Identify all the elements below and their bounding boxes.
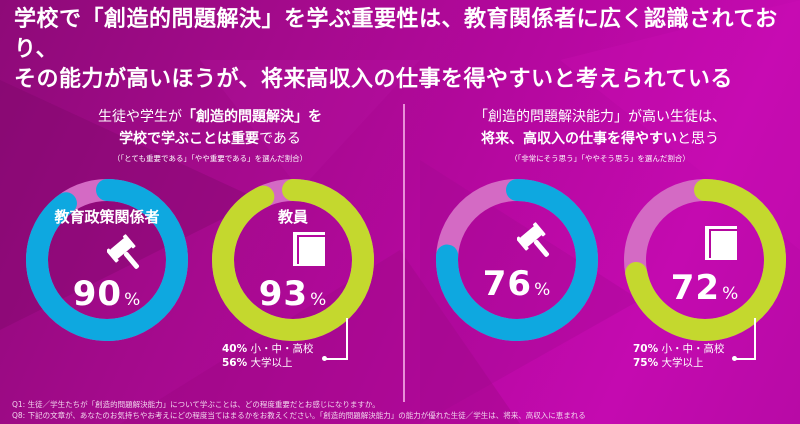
right-heading-part2: 将来、高収入の仕事を得やすい <box>481 131 677 147</box>
donut-value: 93 <box>258 274 309 314</box>
right-panel-note: （「非常にそう思う」「ややそう思う」を選んだ割合） <box>510 154 690 163</box>
left-heading-part3: 学校で学ぶことは重要 <box>119 131 260 147</box>
breakdown-label: 小・中・高校 <box>250 343 314 355</box>
headline-line-2: その能力が高いほうが、将来高収入の仕事を得やすいと考えられている <box>14 67 733 92</box>
breakdown-row: 40% 小・中・高校 <box>222 342 313 356</box>
breakdown-row: 70% 小・中・高校 <box>633 342 724 356</box>
teachers-importance-breakdown: 40% 小・中・高校 56% 大学以上 <box>222 342 313 370</box>
breakdown-label: 小・中・高校 <box>661 343 725 355</box>
callout-dot <box>322 356 327 361</box>
breakdown-label: 大学以上 <box>661 357 704 369</box>
donut-label: 教員 <box>277 208 308 226</box>
right-panel-heading: 「創造的問題解決能力」が高い生徒は、 将来、高収入の仕事を得やすいと思う （「非… <box>430 106 770 166</box>
left-panel-note: （「とても重要である」「やや重要である」を選んだ割合） <box>112 154 308 163</box>
left-heading-part2: 「創造的問題解決」を <box>182 109 322 125</box>
donut-unit: % <box>534 280 552 300</box>
breakdown-value: 75% <box>633 357 659 369</box>
left-heading-part1: 生徒や学生が <box>98 109 182 125</box>
panel-divider <box>403 104 405 402</box>
breakdown-label: 大学以上 <box>250 357 293 369</box>
donut-value: 76 <box>482 264 533 304</box>
donut-unit: % <box>310 290 328 310</box>
breakdown-value: 56% <box>222 357 248 369</box>
donut-ring <box>436 179 598 341</box>
donut-label: 教育政策関係者 <box>54 208 160 226</box>
callout-dot <box>732 356 737 361</box>
breakdown-row: 56% 大学以上 <box>222 356 313 370</box>
right-heading-part1: 「創造的問題解決能力」が高い生徒は、 <box>474 109 726 125</box>
donut-ring <box>26 179 188 341</box>
right-heading-part3: と思う <box>677 131 719 147</box>
left-panel-heading: 生徒や学生が「創造的問題解決」を 学校で学ぶことは重要である （「とても重要であ… <box>40 106 380 166</box>
donut-policy-makers-importance: 教育政策関係者 90% <box>17 170 197 350</box>
donut-value: 90 <box>72 274 123 314</box>
breakdown-value: 70% <box>633 343 659 355</box>
footnote-q1: Q1: 生徒／学生たちが「創造的問題解決能力」について学ぶことは、どの程度重要だ… <box>12 400 380 409</box>
footnote-q8: Q8: 下記の文章が、あなたのお気持ちやお考えにどの程度当てはまるかをお教えくだ… <box>12 411 586 420</box>
callout-line <box>346 318 348 359</box>
donut-percentage: 76% <box>427 264 607 304</box>
left-heading-part4: である <box>259 131 301 147</box>
donut-policy-makers-income: 76% <box>427 170 607 350</box>
donut-ring <box>212 179 374 341</box>
callout-line <box>325 358 348 360</box>
headline-line-1: 学校で「創造的問題解決」を学ぶ重要性は、教育関係者に広く認識されており、 <box>14 7 778 62</box>
donut-value: 72 <box>670 268 721 308</box>
breakdown-value: 40% <box>222 343 248 355</box>
headline: 学校で「創造的問題解決」を学ぶ重要性は、教育関係者に広く認識されており、 その能… <box>14 5 794 95</box>
callout-line <box>754 318 756 359</box>
donut-ring <box>624 179 786 341</box>
donut-unit: % <box>124 290 142 310</box>
footnotes: Q1: 生徒／学生たちが「創造的問題解決能力」について学ぶことは、どの程度重要だ… <box>12 399 586 421</box>
callout-line <box>735 358 756 360</box>
donut-unit: % <box>722 284 740 304</box>
donut-teachers-importance: 教員 93% <box>203 170 383 350</box>
donut-teachers-income: 72% <box>615 170 795 350</box>
breakdown-row: 75% 大学以上 <box>633 356 724 370</box>
donut-percentage: 72% <box>615 268 795 308</box>
teachers-income-breakdown: 70% 小・中・高校 75% 大学以上 <box>633 342 724 370</box>
donut-percentage: 93% <box>203 274 383 314</box>
donut-percentage: 90% <box>17 274 197 314</box>
